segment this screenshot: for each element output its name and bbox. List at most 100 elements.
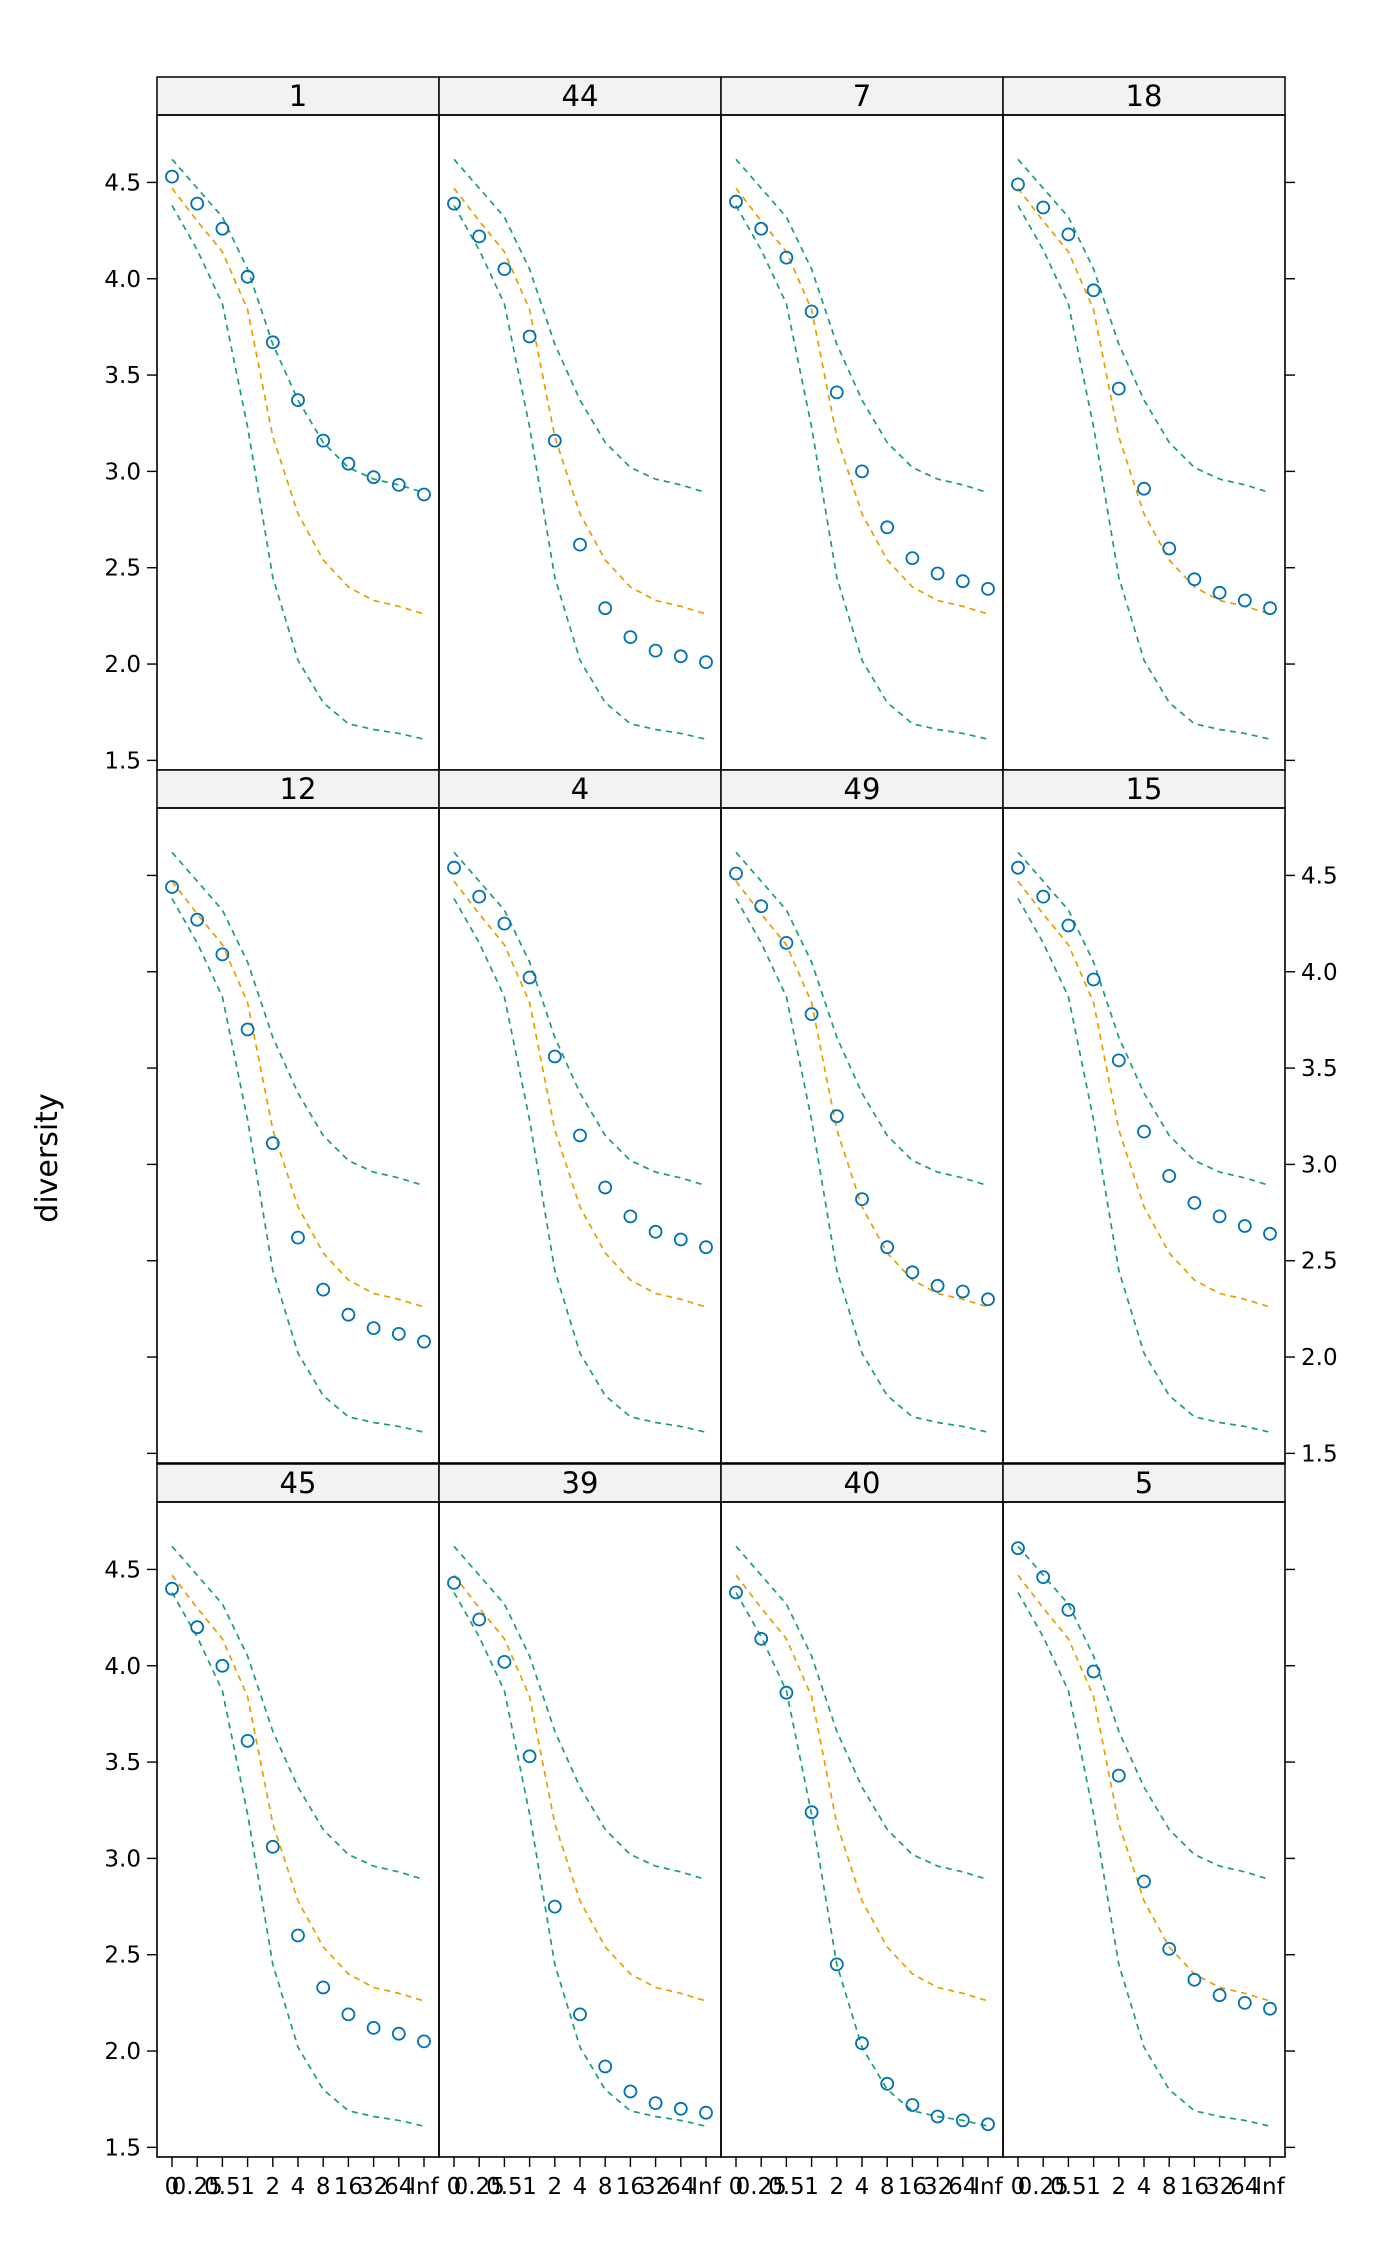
observed-point [1263,601,1277,616]
observed-point [472,229,487,244]
panel-15: 15 [1002,769,1286,1464]
median-envelope-line [171,880,425,1308]
x-tick-label: 4 [573,2174,588,2200]
median-envelope-line [453,1574,707,2002]
panel-frame [438,807,722,1464]
observed-point [648,2096,663,2111]
observed-point [291,1230,305,1245]
observed-point [1061,1603,1076,1617]
panel-strip [1002,76,1286,116]
x-tick-label: 16 [898,2174,927,2200]
observed-point [1061,227,1076,242]
x-tick-label: 0.5 [1050,2174,1087,2200]
x-tick-label: 64 [948,2174,977,2200]
observed-point [598,1180,613,1195]
observed-point [804,1007,819,1021]
y-tick-label: 4.0 [104,1654,141,1680]
observed-point [880,1240,895,1255]
x-tick-label: 8 [880,2174,895,2200]
observed-point [1162,541,1177,556]
panel-strip-label: 1 [289,79,307,113]
x-tick-label: 0.5 [486,2174,523,2200]
observed-point [981,582,995,596]
observed-point [905,1265,920,1280]
x-tick-label: Inf [1255,2174,1285,2200]
observed-point [472,889,487,904]
observed-point [699,2105,713,2120]
observed-point [291,1928,305,1943]
x-tick-label: 2 [829,2174,844,2200]
observed-point [316,1282,331,1297]
observed-point [1187,1972,1202,1987]
x-tick-label: 2 [547,2174,562,2200]
observed-point [190,912,205,927]
observed-point [573,1128,587,1143]
observed-point [779,250,794,265]
y-tick-label: 1.5 [104,748,141,774]
y-tick-label: 1.5 [104,2135,141,2161]
y-tick-label: 3.5 [104,363,141,389]
observed-point [1137,1874,1151,1889]
observed-point [1237,593,1252,608]
observed-point [1011,177,1025,192]
panel-frame [156,1501,440,2158]
panel-frame [1002,807,1286,1464]
x-tick-label: 32 [1205,2174,1234,2200]
observed-point [1111,1768,1126,1783]
observed-point [1212,585,1227,600]
observed-point [1137,481,1151,496]
observed-point [1036,200,1051,215]
lower-envelope-line [735,898,989,1434]
x-tick-label: 0 [165,2174,180,2200]
x-tick-label: 1 [240,2174,255,2200]
x-tick-label: 1 [804,2174,819,2200]
y-tick-label: 2.5 [1301,1249,1338,1275]
median-envelope-line [453,880,707,1308]
observed-point [930,2109,945,2124]
x-tick-label: 1 [522,2174,537,2200]
observed-point [1011,1541,1025,1556]
y-tick-label: 2.0 [104,2039,141,2065]
observed-point [1162,1169,1177,1183]
median-envelope-line [171,1574,425,2002]
observed-point [829,1957,844,1972]
panel-strip-label: 5 [1135,1466,1153,1500]
x-tick-label: 0 [729,2174,744,2200]
lower-envelope-line [171,1592,425,2128]
observed-point [240,269,255,284]
lower-envelope-line [453,898,707,1434]
observed-point [699,655,713,669]
upper-envelope-line [1017,158,1271,494]
upper-envelope-line [735,851,989,1187]
panel-strip-label: 39 [562,1466,599,1500]
observed-point [265,1136,280,1151]
observed-point [905,2098,920,2112]
y-tick-label: 4.0 [104,267,141,293]
upper-envelope-line [171,851,425,1187]
observed-point [391,2026,406,2041]
observed-point [779,936,794,950]
x-tick-label: 32 [641,2174,670,2200]
observed-point [472,1612,487,1627]
observed-point [341,456,356,471]
observed-point [417,2034,431,2049]
x-tick-label: 64 [666,2174,695,2200]
observed-point [1061,918,1076,933]
observed-point [754,221,769,236]
observed-point [880,2076,895,2091]
observed-point [547,1899,562,1914]
observed-point [165,1581,179,1596]
observed-point [240,1734,255,1748]
observed-point [829,1109,844,1124]
observed-point [316,433,331,448]
panel-frame [156,114,440,771]
observed-point [598,2059,613,2074]
lower-envelope-line [735,1592,989,2128]
panel-strip [156,769,440,809]
panel-44: 44 [438,76,722,771]
x-tick-label: 0.25 [1018,2174,1069,2200]
observed-point [673,649,688,664]
observed-point [804,1805,819,1820]
x-tick-label: 0.25 [172,2174,223,2200]
panel-strip-label: 40 [844,1466,881,1500]
